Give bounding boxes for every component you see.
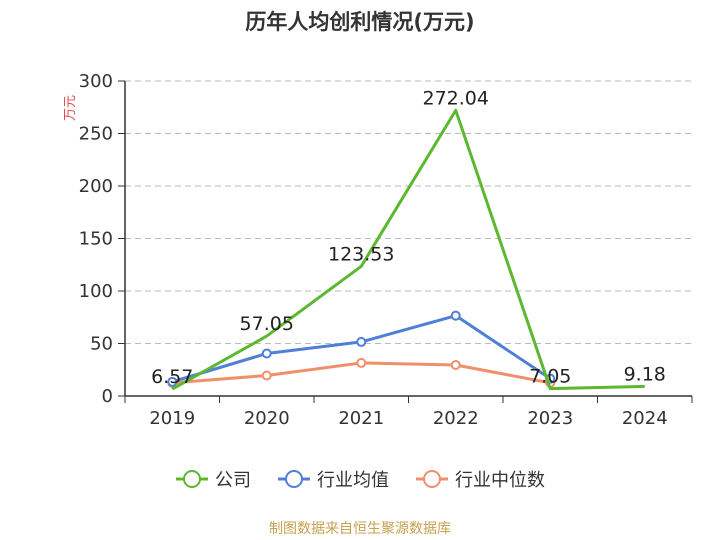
legend-swatch-icon (416, 470, 448, 488)
legend-item[interactable]: 行业中位数 (415, 466, 545, 492)
y-tick-label: 200 (79, 176, 113, 197)
legend-swatch-icon (176, 470, 208, 488)
data-label: 123.53 (328, 243, 394, 265)
grid-lines (125, 80, 692, 344)
series-point (450, 360, 461, 371)
y-tick-label: 300 (79, 71, 113, 92)
y-tick-label: 50 (90, 334, 113, 355)
series-point (356, 336, 367, 347)
legend-item[interactable]: 行业均值 (277, 466, 389, 492)
legend-label: 公司 (215, 470, 251, 491)
legend-item[interactable]: 公司 (175, 466, 251, 492)
series-point (356, 357, 367, 368)
legend: 公司 行业均值 行业中位数 (0, 466, 720, 492)
series-lines (167, 108, 645, 391)
y-tick-label: 250 (79, 124, 113, 145)
y-tick-label: 0 (102, 386, 113, 407)
x-tick-label: 2024 (622, 408, 668, 429)
legend-label: 行业中位数 (455, 470, 545, 491)
legend-swatch-circle (423, 470, 441, 488)
legend-swatch-icon (278, 470, 310, 488)
y-axis-title: 万元 (63, 95, 78, 121)
y-tick-label: 150 (79, 229, 113, 250)
series-point (167, 376, 178, 387)
x-tick-label: 2022 (433, 408, 479, 429)
legend-label: 行业均值 (317, 470, 389, 491)
data-label: 6.57 (151, 366, 193, 388)
series-point (450, 310, 461, 321)
chart-title: 历年人均创利情况(万元) (245, 10, 475, 34)
x-tick-label: 2021 (338, 408, 384, 429)
x-tick-label: 2020 (244, 408, 290, 429)
x-tick-label: 2023 (527, 408, 573, 429)
source-note: 制图数据来自恒生聚源数据库 (269, 521, 451, 537)
series-point (261, 370, 272, 381)
legend-swatch-circle (285, 470, 303, 488)
legend-swatch-circle (183, 470, 201, 488)
data-label: 7.05 (529, 366, 571, 388)
data-label: 57.05 (240, 313, 294, 335)
series-line-0 (171, 108, 645, 391)
data-label: 9.18 (624, 363, 666, 385)
series-point (261, 348, 272, 359)
data-label: 272.04 (423, 87, 489, 109)
x-tick-label: 2019 (149, 408, 195, 429)
y-tick-label: 100 (79, 281, 113, 302)
data-labels: 6.57 57.05 123.53 272.04 7.05 9.18 (151, 87, 666, 388)
